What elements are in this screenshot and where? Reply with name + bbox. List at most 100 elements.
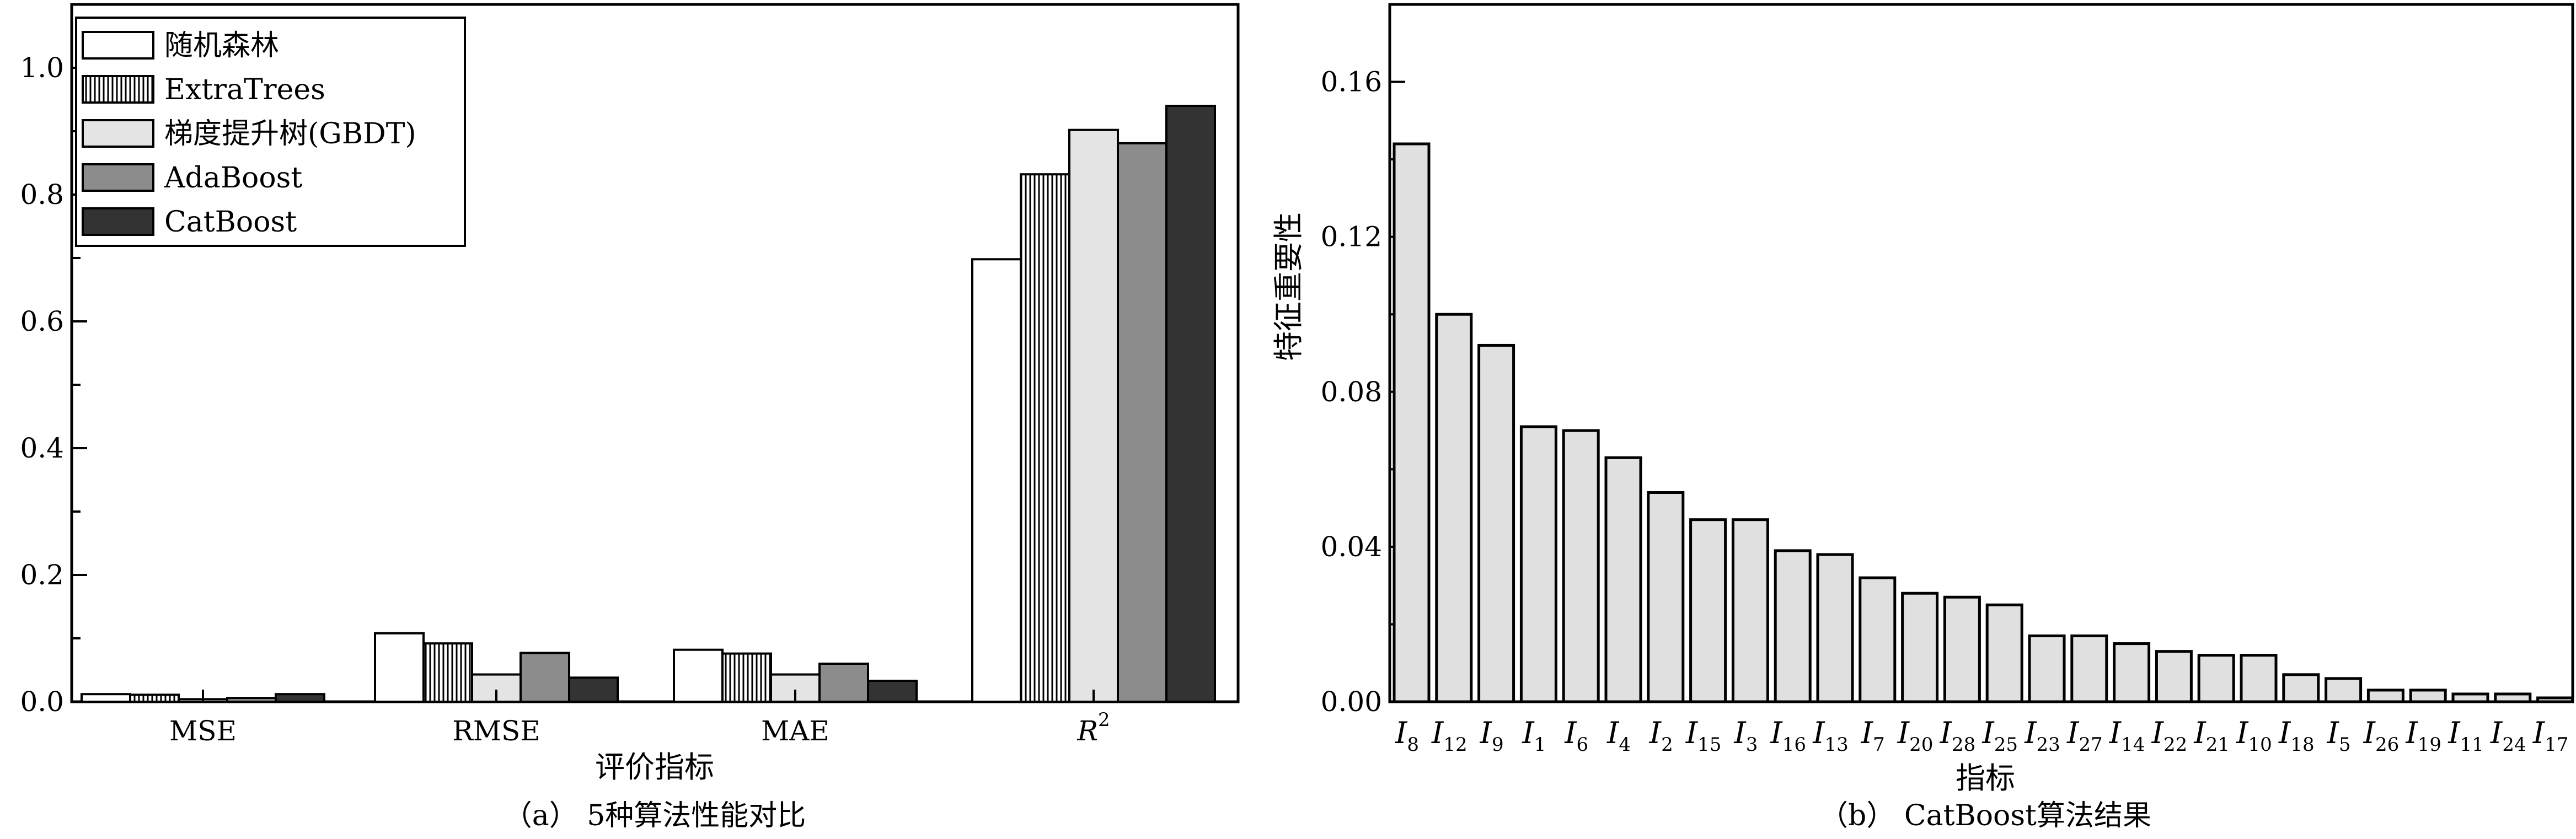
y-tick-label: 0.00 — [1321, 686, 1382, 718]
legend-swatch-catboost — [82, 207, 154, 236]
x-tick-label: I8 — [1395, 716, 1419, 756]
bar-feature-5 — [1604, 456, 1642, 703]
bar-rmse-1 — [422, 642, 473, 703]
legend-label-random-forest: 随机森林 — [164, 29, 279, 62]
bar-feature-10 — [1816, 553, 1854, 703]
x-tick-label: I13 — [1812, 716, 1849, 756]
x-tick-label: I18 — [2278, 716, 2315, 756]
bar-feature-13 — [1943, 595, 1981, 703]
bar-feature-19 — [2197, 654, 2235, 703]
x-tick-label: I12 — [1431, 716, 1468, 756]
panel-a: 0.0 0.2 0.4 0.6 0.8 1.0 MSE RMSE MAE R2 评价指标 （a）… — [20, 3, 1240, 832]
x-tick-label: I16 — [1770, 716, 1806, 756]
x-tick-label: I2 — [1649, 716, 1673, 756]
x-tick-label: I22 — [2151, 716, 2188, 756]
y-tick-label: 0.0 — [20, 686, 64, 718]
bar-mae-0 — [673, 648, 724, 703]
y-tick-label: 1.0 — [20, 52, 64, 84]
y-tick-label: 0.08 — [1321, 376, 1382, 408]
y-tick-label: 0.16 — [1321, 66, 1382, 98]
panel-a-x-axis: MSE RMSE MAE R2 — [169, 690, 1110, 747]
bar-feature-6 — [1647, 491, 1685, 703]
panel-b-frame — [1388, 3, 2574, 703]
x-tick-label: RMSE — [452, 715, 540, 747]
x-tick-label: I5 — [2327, 716, 2351, 756]
panel-a-bars — [81, 105, 1216, 703]
legend-label-extratrees: ExtraTrees — [164, 73, 325, 106]
legend-label-gbdt: 梯度提升树(GBDT) — [164, 117, 416, 150]
x-tick-label: I7 — [1861, 716, 1885, 756]
x-tick-label: I24 — [2490, 716, 2526, 756]
x-tick-label: MAE — [761, 715, 829, 747]
bar-r-3 — [1117, 142, 1167, 703]
bar-feature-12 — [1901, 591, 1939, 703]
bar-mae-4 — [867, 680, 918, 703]
bar-mse-0 — [81, 693, 131, 703]
bar-mse-1 — [129, 693, 180, 703]
bar-feature-7 — [1689, 518, 1727, 703]
legend-swatch-gbdt — [82, 119, 154, 148]
legend-swatch-random-forest — [82, 31, 154, 60]
x-tick-label: R2 — [1077, 709, 1110, 747]
bar-r-4 — [1165, 105, 1216, 703]
panel-b-x-axis: I8 I12 I9 I1 I6 I4 I2 I15 I3 I16 I13 I7 I20 I28 I25 I23… — [1395, 716, 2568, 756]
panel-b-bars — [1393, 142, 2574, 703]
x-tick-label: I15 — [1685, 716, 1722, 756]
bar-mae-1 — [721, 652, 772, 703]
bar-mse-3 — [226, 697, 277, 703]
panel-a-xlabel: 评价指标 — [595, 750, 714, 784]
panel-a-frame — [70, 3, 1240, 703]
x-tick-label: I3 — [1733, 716, 1758, 756]
bar-feature-16 — [2070, 634, 2108, 703]
x-tick-label: I11 — [2448, 716, 2484, 756]
bar-feature-3 — [1519, 425, 1557, 703]
legend-swatch-extratrees — [82, 75, 154, 104]
bar-feature-4 — [1562, 429, 1600, 703]
panel-b: 0.000.040.080.120.16 I8 I12 I9 I1 I6 I4 I2 I15 I… — [1271, 3, 2574, 832]
x-tick-label: I26 — [2363, 716, 2400, 756]
x-tick-label: I14 — [2109, 716, 2145, 756]
y-tick-label: 0.04 — [1321, 531, 1382, 563]
panel-b-ylabel: 特征重要性 — [1271, 212, 1306, 361]
x-tick-label: I25 — [1981, 716, 2018, 756]
y-tick-label: 0.2 — [20, 559, 64, 591]
bar-mse-4 — [275, 693, 325, 703]
bar-feature-27 — [2536, 696, 2574, 703]
x-tick-label: I21 — [2193, 716, 2230, 756]
panel-b-xlabel: 指标 — [1956, 761, 2015, 795]
x-tick-label: I4 — [1606, 716, 1631, 756]
x-tick-label: I10 — [2236, 716, 2272, 756]
bar-feature-11 — [1859, 576, 1897, 703]
bar-rmse-0 — [374, 632, 425, 703]
bar-r-0 — [971, 258, 1022, 703]
bar-feature-25 — [2451, 692, 2489, 703]
y-tick-label: 0.6 — [20, 305, 64, 337]
legend: 随机森林 ExtraTrees 梯度提升树(GBDT) AdaBoost Cat… — [75, 17, 466, 247]
x-tick-label: I28 — [1940, 716, 1976, 756]
bar-feature-14 — [1985, 603, 2023, 703]
panel-b-y-axis: 0.00 0.04 0.08 0.12 0.16 — [1321, 66, 1405, 718]
bar-r-2 — [1068, 128, 1119, 703]
bar-feature-24 — [2409, 689, 2447, 703]
bar-feature-18 — [2155, 650, 2193, 703]
x-tick-label: I17 — [2532, 716, 2569, 756]
y-tick-label: 0.12 — [1321, 221, 1382, 253]
x-tick-label: I6 — [1564, 716, 1588, 756]
bar-feature-23 — [2366, 689, 2404, 703]
bar-feature-17 — [2113, 642, 2151, 703]
x-tick-label: I9 — [1480, 716, 1504, 756]
panel-a-caption: （a） 5种算法性能对比 — [504, 799, 806, 832]
bar-feature-26 — [2494, 692, 2532, 703]
y-tick-label: 0.4 — [20, 432, 64, 464]
bar-feature-1 — [1435, 313, 1473, 703]
bar-r-1 — [1020, 173, 1070, 703]
bar-rmse-3 — [520, 652, 570, 703]
x-tick-label: MSE — [169, 715, 237, 747]
bar-rmse-4 — [568, 676, 619, 703]
x-tick-label: I20 — [1897, 716, 1934, 756]
bar-feature-2 — [1477, 343, 1515, 703]
bar-feature-8 — [1731, 518, 1769, 703]
panel-b-caption: （b） CatBoost算法结果 — [1819, 799, 2151, 832]
legend-label-catboost: CatBoost — [164, 206, 297, 239]
